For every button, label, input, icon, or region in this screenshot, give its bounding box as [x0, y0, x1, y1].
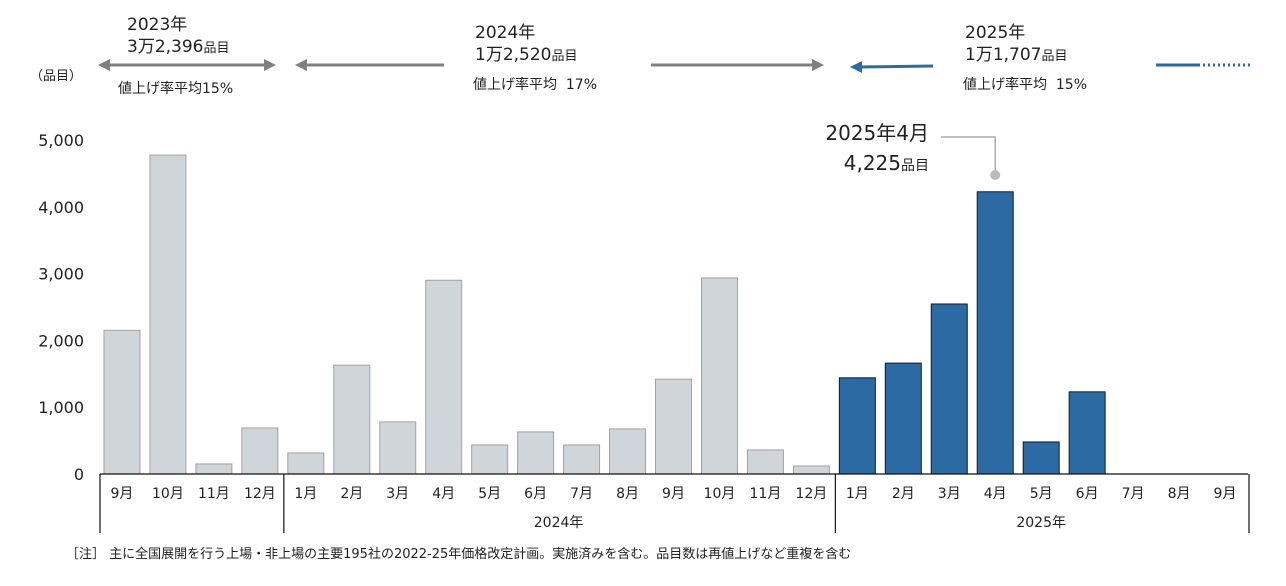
- peak-annotation: 2025年4月 4,225品目: [825, 121, 1001, 180]
- x-tick-label: 12月: [244, 486, 276, 502]
- bar-2025-17: [838, 377, 876, 475]
- y-axis-unit: （品目）: [30, 69, 82, 84]
- x-tick-label: 9月: [1214, 486, 1237, 502]
- x-tick-label: 11月: [750, 486, 782, 502]
- summary-2025-rate: 値上げ率平均 15%: [963, 76, 1087, 93]
- x-tick-label: 4月: [984, 486, 1007, 502]
- x-tick-label: 1月: [294, 486, 317, 502]
- y-tick-label: 1,000: [38, 398, 84, 417]
- bar-2023-1: [103, 329, 141, 475]
- bar-2023-2: [149, 154, 187, 475]
- x-tick-label: 7月: [570, 486, 593, 502]
- bar-2024-14: [700, 277, 738, 475]
- x-tick-label: 2月: [340, 486, 363, 502]
- summary-2023-count: 3万2,396品目: [127, 37, 230, 57]
- summary-2024-year: 2024年: [475, 23, 535, 43]
- x-tick-label: 6月: [1076, 486, 1099, 502]
- y-tick-label: 0: [74, 465, 84, 484]
- bar-2025-18: [884, 362, 922, 475]
- bar-2024-6: [333, 364, 371, 475]
- summary-2024-rate: 値上げ率平均 17%: [473, 76, 597, 93]
- summary-2023-year: 2023年: [127, 15, 187, 35]
- bar-2024-12: [609, 428, 647, 475]
- arrow-2024-right-head: [812, 59, 824, 71]
- y-tick-label: 3,000: [38, 265, 84, 284]
- bar-2024-13: [655, 378, 692, 475]
- bar-2024-7: [379, 421, 417, 475]
- bar-2025-19: [930, 303, 968, 475]
- bar-2024-15: [746, 449, 784, 475]
- x-tick-label: 6月: [524, 486, 547, 502]
- arrows: [98, 59, 1252, 73]
- x-tick-label: 3月: [938, 486, 961, 502]
- y-tick-label: 5,000: [38, 131, 84, 150]
- x-axis: 9月 10月 11月 12月 1月 2月 3月 4月 5月 6月 7月 8月 9月 10月 11月 12月 1月…: [99, 473, 1250, 533]
- annotation-leader-line: [941, 136, 996, 170]
- arrow-2024-left-head: [295, 59, 307, 71]
- bar-2023-3: [195, 463, 233, 475]
- x-tick-label: 1月: [846, 486, 869, 502]
- bar-2025-22: [1068, 391, 1106, 475]
- summary-2025-count: 1万1,707品目: [965, 45, 1068, 65]
- bar-2024-11: [563, 444, 601, 475]
- x-tick-label: 12月: [795, 486, 827, 502]
- x-tick-label: 9月: [662, 486, 685, 502]
- y-tick-label: 4,000: [38, 198, 84, 217]
- bar-2025-21: [1022, 441, 1060, 475]
- y-tick-label: 2,000: [38, 331, 84, 350]
- summary-2023-rate: 値上げ率平均15%: [118, 80, 233, 97]
- x-group-label: 2025年: [1016, 515, 1066, 531]
- arrow-2025-left-head: [850, 61, 862, 73]
- bar-2024-5: [287, 452, 325, 475]
- x-tick-label: 8月: [1168, 486, 1191, 502]
- bars: [103, 154, 1106, 475]
- annotation-value: 4,225品目: [844, 151, 929, 175]
- bar-2024-16: [792, 465, 830, 475]
- arrow-2023-left-head: [98, 59, 110, 71]
- x-tick-label: 7月: [1122, 486, 1145, 502]
- x-tick-label: 5月: [478, 486, 501, 502]
- x-tick-label: 8月: [616, 486, 639, 502]
- x-tick-label: 9月: [111, 486, 134, 502]
- arrow-2025-left: [857, 64, 934, 69]
- summary-2025-year: 2025年: [965, 23, 1025, 43]
- x-tick-label: 2月: [892, 486, 915, 502]
- bar-2023-4: [241, 427, 279, 475]
- bar-2024-10: [517, 431, 555, 475]
- annotation-dot: [990, 170, 1001, 180]
- footnote: ［注］ 主に全国展開を行う上場・非上場の主要195社の2022-25年価格改定計…: [66, 546, 851, 562]
- summary-2024-count: 1万2,520品目: [475, 45, 578, 65]
- bar-2024-8: [425, 279, 463, 475]
- x-tick-label: 3月: [386, 486, 409, 502]
- x-tick-label: 11月: [198, 486, 230, 502]
- bar-2024-9: [471, 444, 509, 475]
- x-group-label: 2024年: [534, 515, 584, 531]
- y-axis: 0 1,000 2,000 3,000 4,000 5,000: [38, 131, 84, 484]
- bar-2025-20: [976, 191, 1014, 475]
- arrow-2023-right-head: [264, 59, 276, 71]
- annotation-month: 2025年4月: [825, 121, 929, 145]
- x-tick-label: 4月: [432, 486, 455, 502]
- x-tick-label: 10月: [704, 486, 736, 502]
- x-tick-label: 5月: [1030, 486, 1053, 502]
- x-tick-label: 10月: [152, 486, 184, 502]
